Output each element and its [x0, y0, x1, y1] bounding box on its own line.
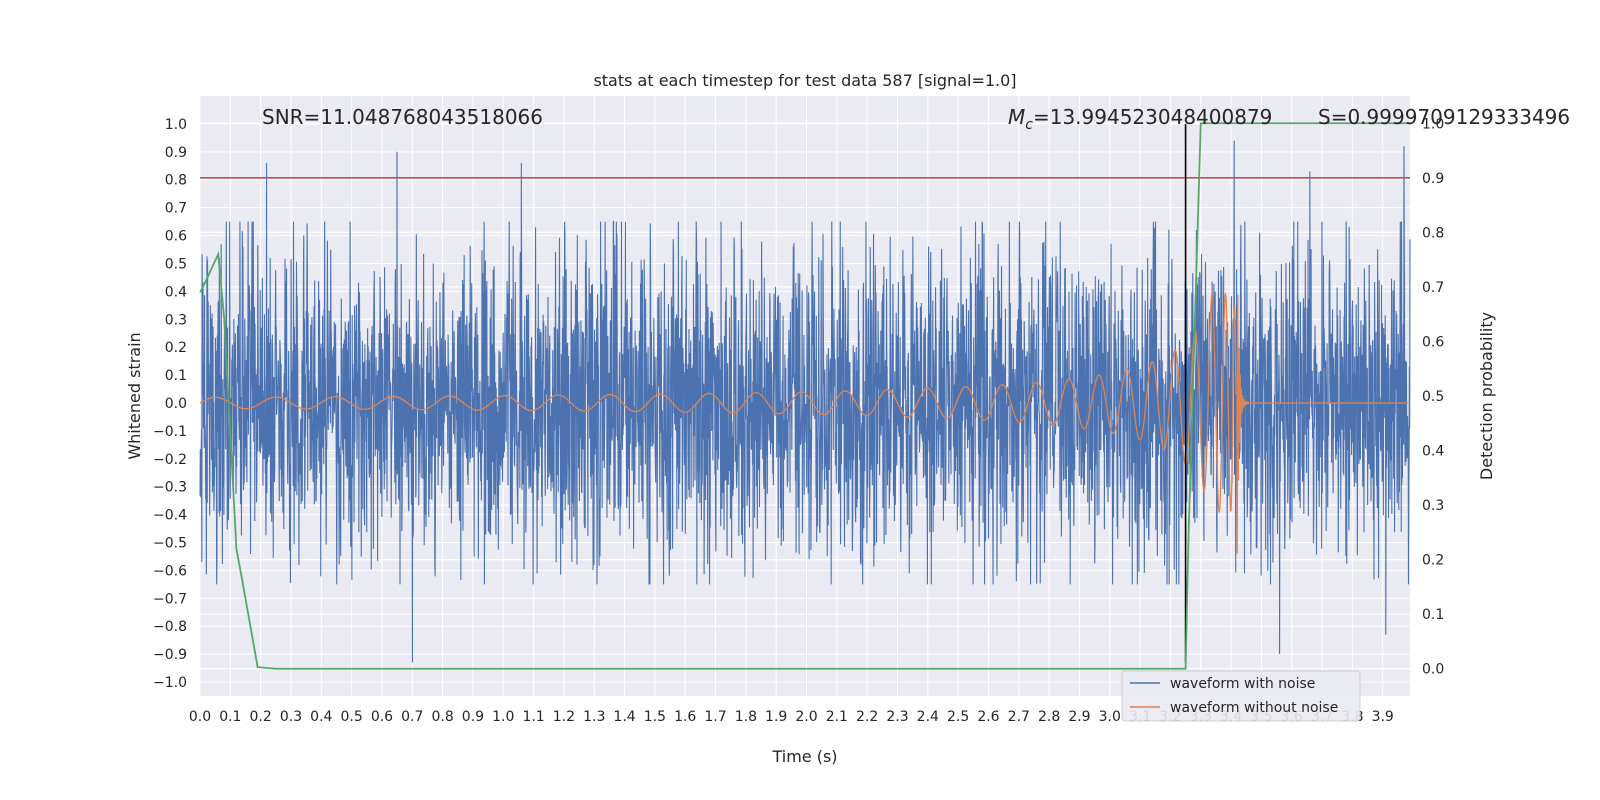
chart-title: stats at each timestep for test data 587…: [593, 71, 1016, 90]
y-left-tick-label: −0.2: [153, 452, 187, 468]
x-tick-label: 1.7: [704, 709, 726, 725]
y-left-tick-label: 0.2: [165, 340, 187, 356]
y-left-tick-label: 0.7: [165, 201, 187, 217]
legend-label-noise: waveform with noise: [1170, 676, 1315, 692]
chirp-mass-value: =13.994523048400879: [1033, 105, 1272, 129]
x-tick-label: 1.1: [522, 709, 544, 725]
x-tick-label: 3.9: [1372, 709, 1394, 725]
snr-annotation: SNR=11.048768043518066: [262, 105, 543, 129]
y-left-tick-label: −0.9: [153, 647, 187, 663]
x-tick-label: 2.1: [826, 709, 848, 725]
x-tick-label: 1.4: [613, 709, 635, 725]
y-left-tick-label: 0.6: [165, 229, 187, 245]
y-right-tick-label: 0.1: [1422, 607, 1444, 623]
y-left-tick-labels: 1.0 0.9 0.8 0.7 0.6 0.5 0.4 0.3 0.2 0.1 0.0 −0.1 −0.…: [153, 117, 187, 691]
y-left-tick-label: −0.5: [153, 536, 187, 552]
x-tick-label: 0.4: [310, 709, 332, 725]
x-tick-label: 0.3: [280, 709, 302, 725]
y-right-tick-labels: 1.0 0.9 0.8 0.7 0.6 0.5 0.4 0.3 0.2 0.1 0.0: [1422, 116, 1444, 677]
x-tick-label: 1.2: [553, 709, 575, 725]
y-right-axis-label: Detection probability: [1477, 312, 1496, 480]
y-right-tick-label: 0.0: [1422, 662, 1444, 678]
y-left-tick-label: 0.0: [165, 396, 187, 412]
legend: waveform with noise waveform without noi…: [1121, 670, 1361, 722]
x-tick-label: 1.9: [765, 709, 787, 725]
y-right-tick-label: 0.5: [1422, 389, 1444, 405]
x-tick-label: 1.8: [735, 709, 757, 725]
x-tick-label: 0.2: [250, 709, 272, 725]
x-tick-label: 2.2: [856, 709, 878, 725]
series-detection-probability: [199, 122, 1410, 670]
x-tick-label: 0.1: [219, 709, 241, 725]
x-tick-label: 2.5: [947, 709, 969, 725]
x-axis-label: Time (s): [771, 747, 837, 766]
x-tick-label: 2.7: [1008, 709, 1030, 725]
y-right-tick-label: 0.3: [1422, 498, 1444, 514]
y-left-tick-label: −0.6: [153, 563, 187, 579]
x-tick-label: 2.9: [1068, 709, 1090, 725]
x-tick-label: 0.0: [189, 709, 211, 725]
x-tick-label: 2.8: [1038, 709, 1060, 725]
x-tick-label: 0.5: [340, 709, 362, 725]
y-left-tick-label: 0.4: [165, 284, 187, 300]
series-layer: [199, 122, 1411, 670]
y-left-tick-label: 0.3: [165, 312, 187, 328]
y-left-tick-label: −0.1: [153, 424, 187, 440]
y-right-tick-label: 0.6: [1422, 334, 1444, 350]
y-left-tick-label: 0.8: [165, 173, 187, 189]
y-left-axis-label: Whitened strain: [125, 332, 144, 459]
x-tick-label: 1.3: [583, 709, 605, 725]
detection-score-annotation: S=0.9999709129333496: [1318, 105, 1570, 129]
x-tick-label: 1.0: [492, 709, 514, 725]
x-tick-label: 2.3: [886, 709, 908, 725]
y-right-tick-label: 0.2: [1422, 553, 1444, 569]
legend-box: [1121, 670, 1361, 722]
chirp-mass-subscript: c: [1025, 117, 1033, 133]
y-left-tick-label: −1.0: [153, 675, 187, 691]
y-left-tick-label: −0.7: [153, 591, 187, 607]
y-left-tick-label: 0.1: [165, 368, 187, 384]
x-tick-label: 1.5: [644, 709, 666, 725]
y-right-tick-label: 0.4: [1422, 444, 1444, 460]
x-tick-label: 0.9: [462, 709, 484, 725]
series-waveform-with-noise: [199, 140, 1411, 663]
chirp-mass-symbol: M: [1008, 105, 1025, 129]
y-right-tick-label: 0.8: [1422, 225, 1444, 241]
y-left-tick-label: 0.9: [165, 145, 187, 161]
x-tick-label: 0.7: [401, 709, 423, 725]
y-left-tick-label: 0.5: [165, 256, 187, 272]
y-left-tick-label: −0.8: [153, 619, 187, 635]
x-tick-label: 2.0: [795, 709, 817, 725]
x-tick-label: 2.4: [917, 709, 939, 725]
y-left-tick-label: 1.0: [165, 117, 187, 133]
y-right-tick-label: 1.0: [1422, 116, 1444, 132]
legend-label-clean: waveform without noise: [1170, 700, 1338, 716]
x-tick-label: 0.6: [371, 709, 393, 725]
y-right-tick-label: 0.9: [1422, 171, 1444, 187]
x-tick-label: 0.8: [431, 709, 453, 725]
y-left-tick-label: −0.3: [153, 480, 187, 496]
y-right-tick-label: 0.7: [1422, 280, 1444, 296]
series-waveform-without-noise: [199, 291, 1410, 554]
x-tick-label: 1.6: [674, 709, 696, 725]
x-tick-label: 2.6: [977, 709, 999, 725]
chirp-mass-annotation: Mc=13.994523048400879: [1008, 105, 1272, 133]
y-left-tick-label: −0.4: [153, 508, 187, 524]
x-tick-label: 3.0: [1099, 709, 1121, 725]
